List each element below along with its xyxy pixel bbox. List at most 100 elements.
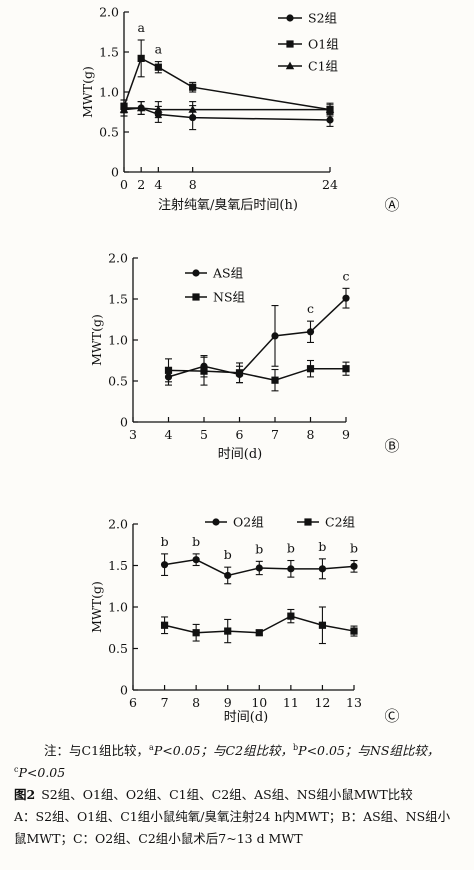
legend-label: C2组 — [325, 515, 355, 530]
chart-panel: 0 0.5 1.0 1.5 2.0 6 7 8 9 10 11 12 13 时间(d) MWT(g) Ⓒb b b… — [89, 515, 400, 726]
x-tick-label: 9 — [342, 427, 350, 442]
y-axis-label: MWT(g) — [80, 66, 95, 118]
data-point — [271, 332, 279, 340]
legend-marker — [192, 293, 200, 301]
legend-marker — [286, 14, 294, 22]
legend-marker — [286, 40, 294, 48]
series-line — [168, 367, 346, 381]
series-2 — [160, 606, 358, 645]
caption-label: 图2 — [14, 787, 36, 802]
x-tick-label: 4 — [154, 177, 162, 192]
series-line — [168, 297, 347, 378]
significance-label: b — [224, 547, 232, 562]
x-tick-label: 12 — [314, 695, 330, 710]
panel-label: Ⓑ — [384, 437, 399, 455]
legend-label: S2组 — [308, 11, 337, 26]
data-point — [306, 365, 315, 373]
data-point — [224, 627, 232, 635]
data-point — [271, 376, 279, 384]
series-2 — [120, 39, 334, 117]
note-sup-a: a — [149, 742, 154, 752]
data-point — [287, 612, 295, 620]
series-1 — [160, 553, 358, 585]
y-axis-label: MWT(g) — [89, 581, 104, 633]
significance-label: a — [137, 20, 145, 35]
y-tick-label: 0 — [120, 683, 128, 698]
data-point — [342, 365, 350, 373]
series-2 — [164, 356, 350, 392]
note-text: 注：与C1组比较， — [44, 743, 150, 758]
figure-panels: 00.51.01.52.00 2 4 8 24注射纯氧/臭氧后时间(h)MWT(g)Ⓐa… — [80, 5, 400, 726]
legend-item: C2组 — [297, 515, 355, 530]
y-tick-label: 0.5 — [99, 125, 119, 140]
significance-label: b — [161, 534, 169, 549]
data-point — [255, 629, 263, 637]
data-point — [200, 367, 208, 375]
significance-label: b — [287, 541, 295, 556]
legend-marker — [304, 518, 312, 526]
x-tick-label: 10 — [251, 695, 267, 710]
x-tick-label: 5 — [200, 427, 208, 442]
data-point — [154, 63, 162, 71]
series-3 — [119, 101, 335, 119]
significance-label: c — [342, 268, 349, 283]
significance-label: b — [255, 541, 263, 556]
note-sup-b: b — [293, 742, 299, 752]
data-point — [164, 366, 173, 374]
x-axis-label: 时间(d) — [218, 447, 262, 462]
y-tick-label: 2.0 — [99, 5, 119, 20]
y-tick-label: 1.5 — [108, 558, 128, 573]
data-point — [137, 54, 145, 62]
y-tick-label: 0 — [120, 415, 128, 430]
data-point — [255, 564, 263, 572]
x-tick-label: 7 — [271, 427, 279, 442]
y-tick-label: 1.5 — [108, 292, 128, 307]
x-tick-label: 3 — [129, 427, 137, 442]
data-point — [154, 105, 163, 113]
x-tick-label: 11 — [283, 695, 299, 710]
data-point — [192, 629, 200, 637]
y-tick-label: 0.5 — [108, 374, 128, 389]
x-axis-label: 注射纯氧/臭氧后时间(h) — [158, 197, 298, 213]
note-text: P<0.05 — [18, 765, 66, 780]
data-point — [119, 105, 129, 113]
x-tick-label: 7 — [161, 695, 169, 710]
y-tick-label: 2.0 — [108, 517, 128, 532]
data-point — [350, 562, 358, 570]
y-tick-label: 1.0 — [99, 85, 119, 100]
legend-label: C1组 — [308, 59, 338, 74]
panel-label: Ⓒ — [384, 707, 399, 725]
data-point — [326, 116, 334, 124]
significance-note: 注：与C1组比较，aP<0.05；与C2组比较，bP<0.05；与NS组比较， c… — [14, 740, 462, 784]
data-point — [224, 571, 232, 580]
x-tick-label: 13 — [346, 695, 362, 710]
data-point — [235, 369, 244, 377]
data-point — [306, 328, 315, 336]
x-tick-label: 24 — [322, 177, 338, 192]
significance-label: b — [318, 539, 326, 554]
x-tick-label: 8 — [189, 177, 197, 192]
data-point — [189, 83, 197, 91]
legend-marker — [192, 269, 200, 277]
data-point — [188, 105, 197, 113]
data-point — [318, 565, 327, 573]
data-point — [136, 103, 146, 112]
data-point — [192, 556, 200, 564]
chart-panel: 0 0.5 1.0 1.5 2.0 3 4 5 6 7 8 9 时间(d) MWT(g) Ⓑc c AS组 NS组 — [89, 251, 400, 463]
x-tick-label: 0 — [120, 177, 128, 192]
x-axis-label: 时间(d) — [224, 710, 268, 725]
data-point — [325, 105, 335, 113]
legend-label: NS组 — [213, 290, 245, 305]
figure-notes: 注：与C1组比较，aP<0.05；与C2组比较，bP<0.05；与NS组比较， c… — [14, 740, 462, 850]
significance-label: c — [307, 301, 314, 316]
legend-label: O1组 — [308, 37, 339, 52]
x-tick-label: 6 — [236, 427, 244, 442]
y-tick-label: 1.0 — [108, 333, 128, 348]
x-tick-label: 2 — [137, 177, 145, 192]
chart-panel: 00.51.01.52.00 2 4 8 24注射纯氧/臭氧后时间(h)MWT(g)Ⓐa… — [80, 5, 400, 215]
legend-item: NS组 — [185, 290, 245, 305]
legend-marker — [212, 518, 220, 526]
legend-item: S2组 — [278, 11, 337, 26]
data-point — [160, 561, 169, 569]
data-point — [318, 621, 327, 629]
